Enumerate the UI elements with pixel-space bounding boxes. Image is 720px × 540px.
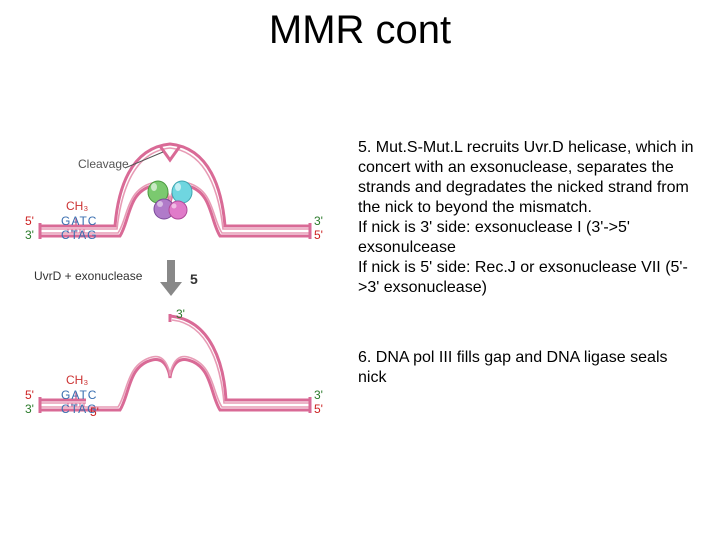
step-5-text: 5. Mut.S-Mut.L recruits Uvr.D helicase, … — [358, 138, 698, 298]
cleavage-label: Cleavage — [78, 158, 129, 170]
three-prime-bottom-left: 3' — [25, 403, 34, 415]
ctag-label-top: CTAG — [61, 229, 97, 241]
gatc-label-bottom: GATC — [61, 389, 97, 401]
gatc-label-top: GATC — [61, 215, 97, 227]
ch3-label-top: CH₃ — [66, 200, 88, 212]
down-arrow — [160, 260, 182, 296]
five-prime-stub: 5' — [90, 406, 99, 418]
five-prime-top-right: 5' — [314, 229, 323, 241]
three-prime-bottom-right: 3' — [314, 389, 323, 401]
mmr-diagram: Cleavage CH₃ 5' GATC 3' CTAG 3' 5' UvrD … — [20, 130, 330, 460]
ch3-label-bottom: CH₃ — [66, 374, 88, 386]
uvrd-exo-label: UvrD + exonuclease — [34, 270, 142, 282]
five-prime-bottom-right: 5' — [314, 403, 323, 415]
step-number: 5 — [190, 272, 198, 286]
five-prime-top-left: 5' — [25, 215, 34, 227]
three-prime-top-left: 3' — [25, 229, 34, 241]
three-prime-free-end: 3' — [176, 308, 185, 320]
page-title: MMR cont — [0, 8, 720, 53]
step-6-text: 6. DNA pol III fills gap and DNA ligase … — [358, 348, 698, 388]
five-prime-bottom-left: 5' — [25, 389, 34, 401]
three-prime-top-right: 3' — [314, 215, 323, 227]
